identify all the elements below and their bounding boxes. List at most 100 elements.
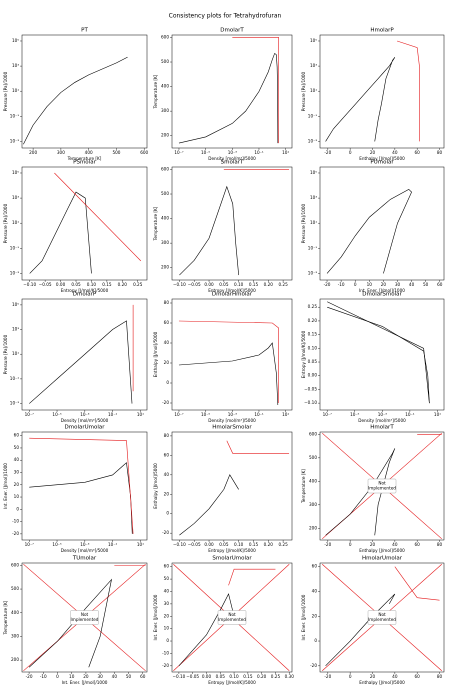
y-tick-label: 0 <box>314 638 317 643</box>
y-tick-label: 80 <box>164 433 170 438</box>
y-tick-label: 600 <box>309 431 317 436</box>
x-tick-label: 20 <box>83 674 89 679</box>
x-tick-label: 10¹ <box>282 412 289 417</box>
x-tick-label: 10⁻⁷ <box>25 542 35 547</box>
x-tick-label: 40 <box>392 542 398 547</box>
x-tick-label: 0.25 <box>271 674 281 679</box>
x-tick-label: 10¹ <box>137 412 144 417</box>
series-line <box>327 301 430 404</box>
x-axis-label: Temperature [K] <box>67 156 102 161</box>
x-tick-label: 10¹ <box>137 542 144 547</box>
y-tick-label: 200 <box>309 525 317 530</box>
subplot-title: PT <box>81 28 88 34</box>
x-tick-label: 10⁻⁵ <box>201 150 211 155</box>
x-tick-label: 0 <box>354 282 357 287</box>
y-axis-label: Pressure [Pa]/1000 <box>3 203 8 243</box>
x-tick-label: 0.15 <box>243 674 253 679</box>
annotation: Implemented <box>71 617 99 622</box>
x-tick-label: 0.00 <box>204 542 214 547</box>
figure-title: Consistency plots for Tetrahydrofuran <box>169 13 282 20</box>
y-tick-label: 500 <box>161 191 169 196</box>
subplot-title: HmolarSmolar <box>212 425 252 431</box>
y-tick-label: 200 <box>161 265 169 270</box>
y-tick-label: 0 <box>166 380 169 385</box>
series-line <box>54 172 142 262</box>
annotation: Not <box>228 612 236 617</box>
x-tick-label: 10⁻³ <box>80 542 90 547</box>
series-line <box>325 448 396 536</box>
x-tick-label: 60 <box>140 674 146 679</box>
series-line <box>226 440 290 454</box>
y-tick-label: 10⁵ <box>12 38 19 43</box>
series-line <box>396 40 420 142</box>
x-tick-label: 400 <box>85 150 93 155</box>
x-tick-label: 10 <box>367 282 373 287</box>
axes-frame <box>171 431 293 541</box>
series-line <box>29 191 92 274</box>
series-line <box>29 437 134 534</box>
subplot: DmolarHmolar 10⁻⁷ 10⁻⁵ 10⁻³ 10⁻¹ 10¹ -20 0 20 40 6… <box>153 292 293 423</box>
annotation-box <box>367 478 397 494</box>
subplot-title: DmolarHmolar <box>212 292 253 298</box>
subplot: HmolarP -20 0 20 40 60 80 10⁻³ 10⁻¹ 10¹ 10³ 10⁵ Enth… <box>301 28 445 161</box>
x-tick-label: 0 <box>349 150 352 155</box>
x-axis-label: Int. Ener. [J/mol]/1000 <box>62 680 108 685</box>
y-axis-label: Pressure [Pa]/1000 <box>3 71 8 111</box>
x-tick-label: 20 <box>370 674 376 679</box>
series-line <box>23 56 128 145</box>
x-tick-label: -20 <box>26 674 33 679</box>
series-line <box>178 52 279 144</box>
x-tick-label: 500 <box>112 150 120 155</box>
y-tick-label: 40 <box>14 457 20 462</box>
y-tick-label: −0.10 <box>304 400 317 405</box>
y-tick-label: 300 <box>161 108 169 113</box>
x-tick-label: 60 <box>415 674 421 679</box>
x-axis-label: Enthalpy [J/mol]/5000 <box>359 156 405 161</box>
y-tick-label: 500 <box>309 455 317 460</box>
y-axis-label: Pressure [Pa]/1000 <box>301 203 306 243</box>
x-axis-label: Int. Ener. [J/mol]/1000 <box>359 288 405 293</box>
annotation: Implemented <box>368 486 396 491</box>
x-tick-label: 0.05 <box>219 282 229 287</box>
y-tick-label: 10⁻¹ <box>10 376 20 381</box>
y-tick-label: 10⁻¹ <box>308 245 318 250</box>
axes-frame <box>319 298 445 411</box>
subplot: HmolarUmolar -20 0 20 40 60 80 -20 0 20 40 60 Enthal… <box>301 556 445 685</box>
subplot-title: PUmolar <box>370 160 394 166</box>
x-tick-label: 50 <box>423 282 429 287</box>
y-axis-label: Enthalpy [J/mol]/5000 <box>153 463 158 509</box>
x-tick-label: −0.10 <box>173 282 186 287</box>
x-tick-label: −0.05 <box>186 674 199 679</box>
subplot-title: TUmolar <box>72 556 97 562</box>
subplot-title: HmolarP <box>370 28 394 34</box>
x-tick-label: 0 <box>349 542 352 547</box>
annotation-box <box>70 610 99 625</box>
x-tick-label: 0.20 <box>264 282 274 287</box>
axes-frame <box>21 166 148 281</box>
y-axis-label: Entropy [J/mol/K]/5000 <box>301 330 306 378</box>
y-tick-label: 20 <box>164 613 170 618</box>
x-tick-label: 20 <box>370 542 376 547</box>
series-line <box>325 57 396 142</box>
y-tick-label: 80 <box>164 300 170 305</box>
series-line <box>29 320 133 404</box>
y-tick-label: 300 <box>11 633 19 638</box>
y-tick-label: 40 <box>164 472 170 477</box>
x-tick-label: 10⁻³ <box>228 150 238 155</box>
subplot: DmolarT 10⁻⁷ 10⁻⁵ 10⁻³ 10⁻¹ 10¹ 200 300 400 500 60… <box>153 28 293 161</box>
annotation: Not <box>378 612 386 617</box>
y-tick-label: 0 <box>166 511 169 516</box>
y-tick-label: 40 <box>164 340 170 345</box>
series-line <box>28 578 112 668</box>
x-tick-label: 600 <box>140 150 148 155</box>
y-tick-label: 60 <box>312 564 318 569</box>
x-axis-label: Enthalpy [J/mol]/5000 <box>359 548 405 553</box>
x-tick-label: -20 <box>324 150 331 155</box>
x-tick-label: 0.25 <box>278 542 288 547</box>
x-tick-label: 0.00 <box>202 674 212 679</box>
y-tick-label: 10⁵ <box>310 38 317 43</box>
x-tick-label: 40 <box>392 674 398 679</box>
y-tick-label: 30 <box>14 470 20 475</box>
subplot: DmolarSmolar 10⁻⁷ 10⁻⁵ 10⁻³ 10⁻¹ 10¹ −0.10 −0.0… <box>301 292 445 423</box>
